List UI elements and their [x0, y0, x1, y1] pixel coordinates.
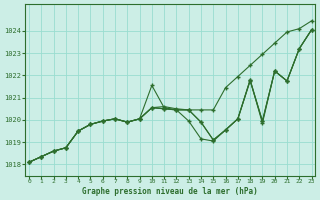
X-axis label: Graphe pression niveau de la mer (hPa): Graphe pression niveau de la mer (hPa): [83, 187, 258, 196]
